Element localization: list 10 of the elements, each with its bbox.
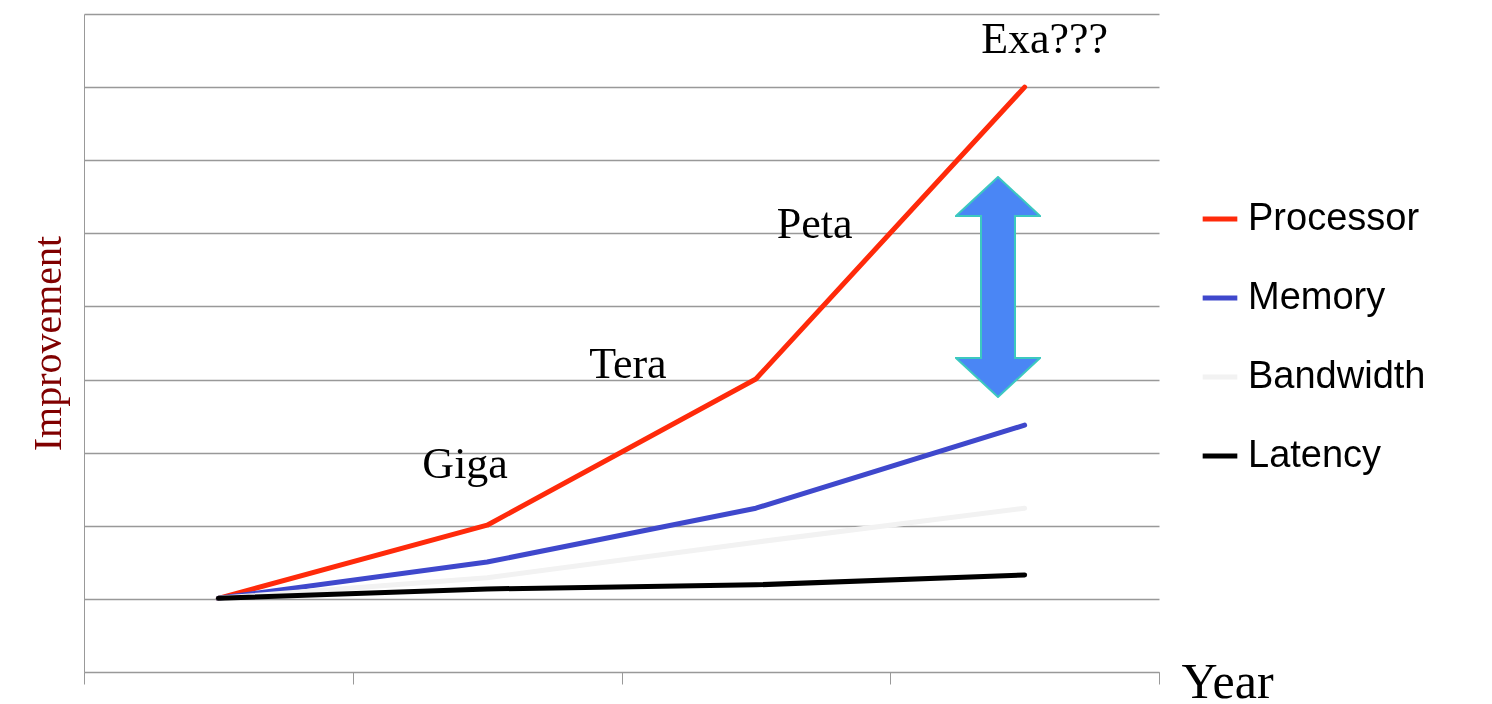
annotation: Peta — [776, 199, 853, 249]
x-axis-title: Year — [1181, 652, 1274, 704]
annotation: Giga — [422, 439, 508, 489]
legend-label: Processor — [1248, 196, 1420, 238]
y-axis-title: Improvement — [24, 235, 70, 452]
legend-label: Memory — [1248, 275, 1386, 317]
legend-label: Bandwidth — [1248, 354, 1426, 396]
annotation: Tera — [589, 338, 667, 388]
text: Exa??? — [981, 14, 1109, 64]
legend-label: Latency — [1248, 433, 1382, 475]
